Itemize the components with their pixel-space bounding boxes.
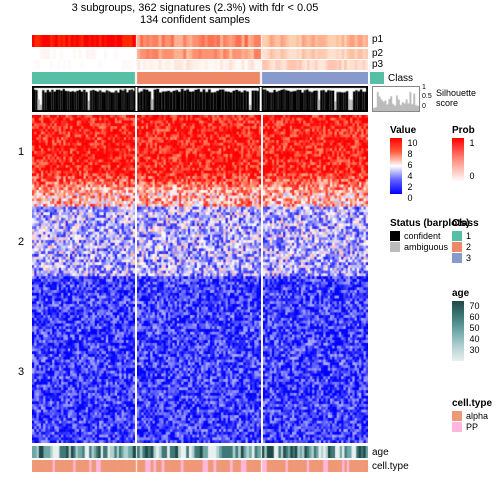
legend-class-title: Class: [452, 218, 479, 229]
rowgroup-3: 3: [18, 366, 24, 378]
track-age: [32, 446, 368, 458]
figure-root: 3 subgroups, 362 signatures (2.3%) with …: [0, 0, 504, 504]
legend-prob: Prob 1 0: [452, 125, 475, 182]
legend-age-title: age: [452, 288, 480, 299]
label-p1: p1: [372, 34, 383, 45]
legend-age: age 70 60 50 40 30: [452, 288, 480, 361]
legend-age-gradient: [452, 301, 464, 361]
legend-value: Value 10 8 6 4 2 0: [390, 125, 418, 204]
label-age: age: [372, 447, 389, 458]
rowgroup-2: 2: [18, 236, 24, 248]
legend-age-ticks: 70 60 50 40 30: [470, 301, 480, 356]
heatmap-panel-2: [263, 115, 368, 443]
class-extra-swatch: [370, 72, 384, 84]
legend-value-title: Value: [390, 125, 418, 136]
title-line-2: 134 confident samples: [30, 14, 360, 26]
legend-celltype: cell.type alpha PP: [452, 398, 492, 433]
legend-prob-title: Prob: [452, 125, 475, 136]
heatmap-panel-0: [32, 115, 135, 443]
sil-tick-05: 0.5: [422, 93, 432, 100]
track-silhouette: [32, 86, 368, 112]
legend-celltype-title: cell.type: [452, 398, 492, 409]
track-class: [32, 72, 368, 84]
heatmap-panel-1: [137, 115, 261, 443]
heatmap: [32, 115, 368, 443]
legend-value-ticks: 10 8 6 4 2 0: [408, 138, 418, 204]
label-class: Class: [388, 73, 413, 84]
legend-value-gradient: [390, 138, 402, 194]
track-p2: [32, 49, 368, 59]
title-area: 3 subgroups, 362 signatures (2.3%) with …: [30, 2, 360, 26]
silhouette-mini: [372, 86, 420, 112]
label-celltype: cell.type: [372, 461, 409, 472]
track-p3: [32, 60, 368, 70]
sil-tick-0: 0: [422, 103, 426, 110]
label-silhouette: Silhouette score: [436, 88, 496, 108]
legend-class: Class 1 2 3: [452, 218, 479, 264]
legend-prob-gradient: [452, 138, 464, 182]
title-line-1: 3 subgroups, 362 signatures (2.3%) with …: [30, 2, 360, 14]
legend-prob-ticks: 1 0: [470, 138, 475, 182]
rowgroup-1: 1: [18, 146, 24, 158]
sil-tick-1: 1: [422, 84, 426, 91]
track-celltype: [32, 460, 368, 472]
label-p3: p3: [372, 59, 383, 70]
label-p2: p2: [372, 48, 383, 59]
track-p1: [32, 35, 368, 47]
